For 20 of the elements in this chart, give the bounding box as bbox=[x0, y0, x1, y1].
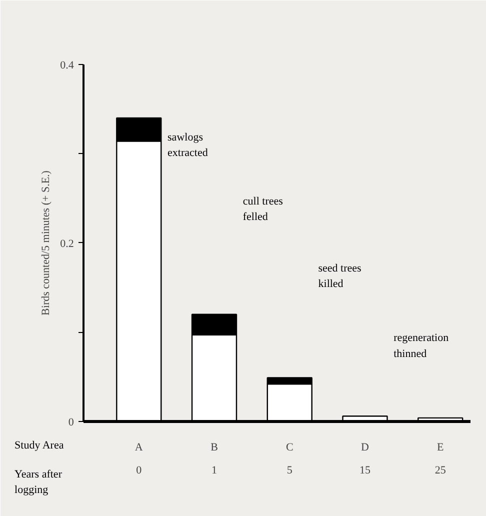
y-tick-label: 0.2 bbox=[60, 238, 74, 250]
x-tick-label: E bbox=[436, 441, 444, 454]
annotation: seed trees killed bbox=[318, 262, 362, 290]
text: 1 bbox=[212, 464, 217, 476]
text: 15 bbox=[359, 464, 371, 476]
annotation: regeneration thinned bbox=[394, 332, 450, 360]
x-tick-label: C bbox=[286, 441, 294, 454]
text: 5 bbox=[286, 464, 293, 476]
y-tick-label: 0.4 bbox=[60, 59, 74, 72]
text: Years after logging bbox=[14, 468, 62, 496]
annotation: sawlogs extracted bbox=[168, 131, 208, 159]
y-tick-label: 0 bbox=[68, 416, 74, 428]
x-tick-label: A bbox=[134, 441, 143, 454]
x-tick-label: B bbox=[210, 441, 218, 454]
annotation: cull trees felled bbox=[242, 196, 283, 224]
x-axis-title: Study Area bbox=[14, 439, 64, 452]
x-tick-label: D bbox=[361, 441, 370, 454]
y-axis-title: Birds counted/5 minutes (+ S.E.) bbox=[40, 170, 52, 316]
text: 0 bbox=[136, 464, 142, 476]
text: 25 bbox=[434, 464, 446, 476]
